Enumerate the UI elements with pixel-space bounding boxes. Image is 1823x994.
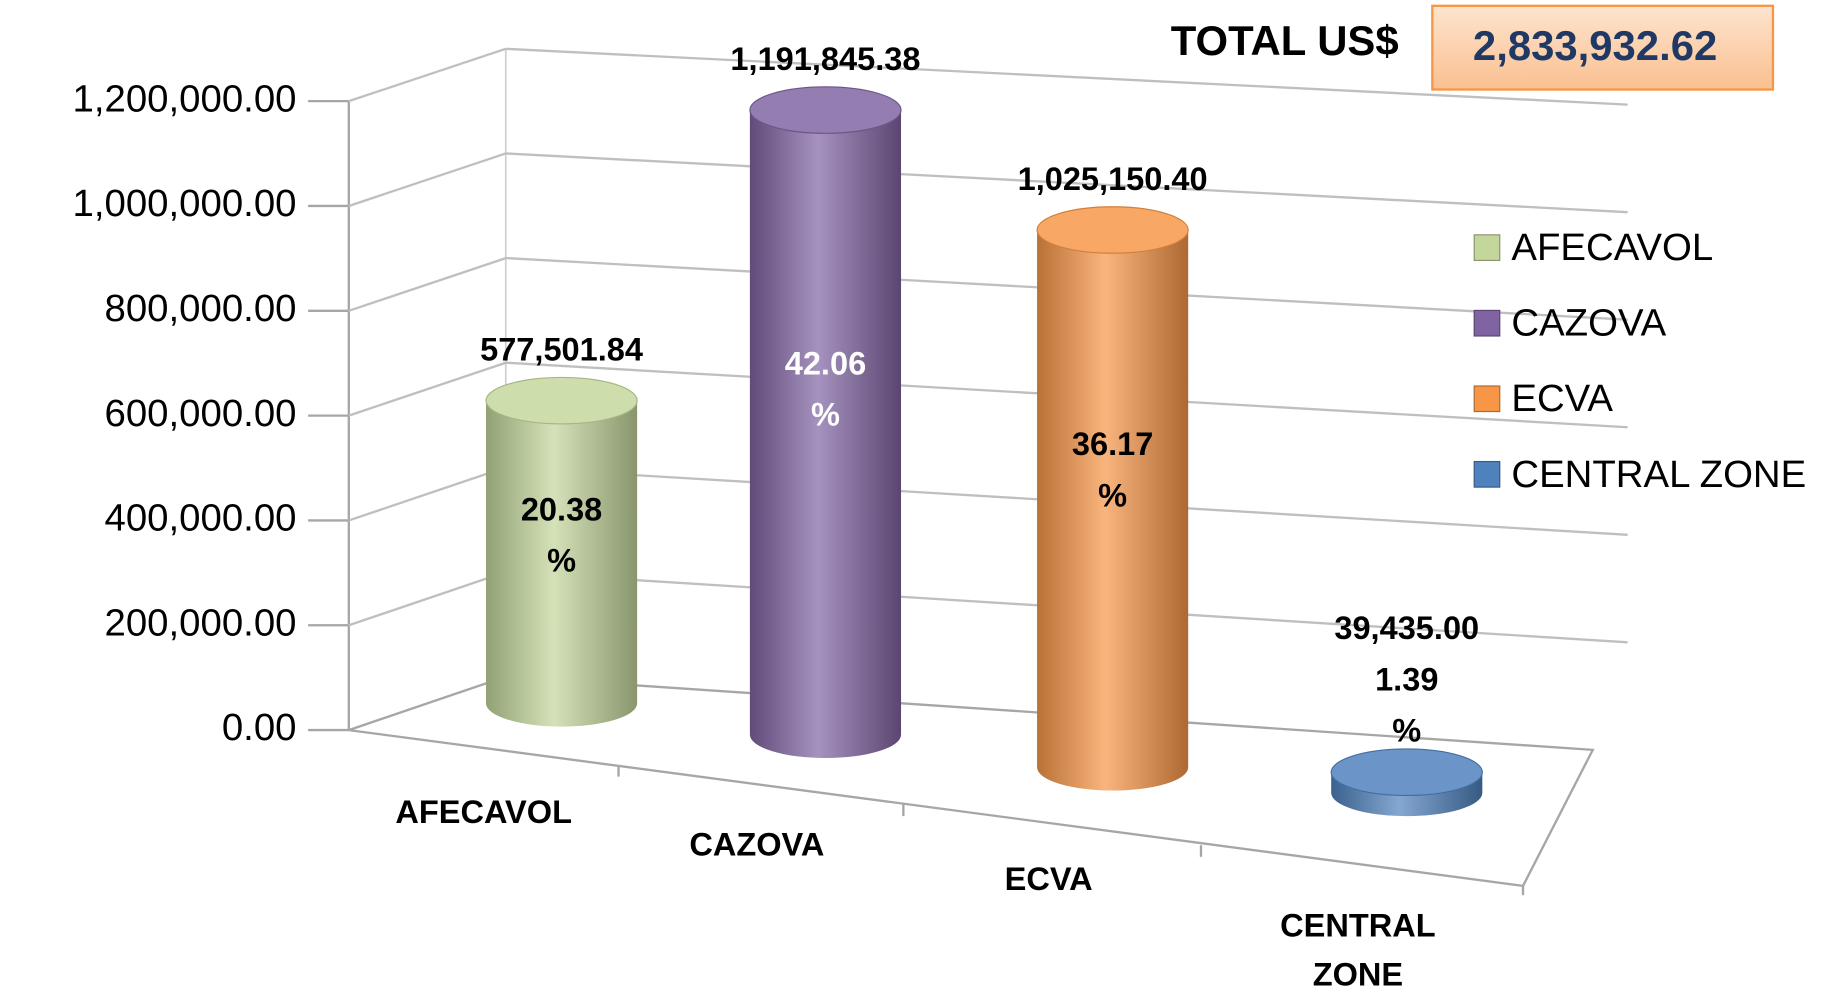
cylinder-body: [485, 400, 638, 727]
legend-swatch: [1473, 234, 1501, 261]
grid-line: [348, 466, 507, 522]
x-tick-label: ECVA: [1005, 861, 1093, 897]
legend-label: CENTRAL ZONE: [1511, 453, 1806, 496]
total-value: 2,833,932.62: [1473, 22, 1717, 69]
grid-line: [348, 256, 507, 312]
grid-line: [505, 47, 1628, 106]
cylinder-body: [749, 110, 902, 758]
y-tick-label: 1,000,000.00: [73, 182, 297, 225]
value-label: 1,025,150.40: [1018, 161, 1208, 197]
x-tick-label: CENTRAL ZONE: [1280, 907, 1436, 992]
legend-swatch: [1473, 460, 1501, 488]
grid-line: [348, 361, 507, 417]
legend-label: AFECAVOL: [1511, 226, 1713, 269]
cylinder: [1036, 206, 1189, 791]
cylinder-body: [1037, 229, 1189, 791]
legend-label: ECVA: [1511, 377, 1613, 420]
y-tick-label: 1,200,000.00: [73, 77, 297, 120]
grid-line: [348, 47, 507, 103]
y-tick-label: 400,000.00: [105, 497, 297, 540]
grid-line: [505, 152, 1628, 214]
total-title: TOTAL US$: [1171, 17, 1399, 64]
cylinder: [1330, 748, 1483, 817]
grid-line: [348, 570, 507, 627]
x-tick-label: AFECAVOL: [395, 793, 572, 829]
floor: [348, 675, 1595, 888]
legend-label: CAZOVA: [1511, 302, 1666, 345]
y-tick-label: 0.00: [222, 706, 297, 749]
value-label: 577,501.84: [480, 331, 643, 367]
value-label: 1,191,845.38: [730, 41, 920, 77]
y-tick-label: 600,000.00: [105, 392, 297, 435]
percent-label: 20.38%: [521, 491, 602, 578]
cylinder-top: [1330, 748, 1483, 797]
percent-label: 42.06%: [785, 345, 866, 432]
cylinder-top: [485, 376, 638, 425]
percent-label: 1.39%: [1375, 661, 1438, 748]
total-box: [1431, 4, 1775, 91]
x-tick-label: CAZOVA: [689, 826, 824, 862]
value-label: 39,435.00: [1334, 610, 1479, 646]
cylinder: [485, 376, 638, 727]
grid-line: [348, 152, 507, 208]
cylinder-top: [1036, 206, 1189, 254]
percent-label: 36.17%: [1072, 426, 1153, 513]
legend-swatch: [1473, 309, 1501, 337]
y-tick-label: 800,000.00: [105, 287, 297, 330]
legend-swatch: [1473, 385, 1501, 413]
y-tick-label: 200,000.00: [105, 601, 297, 644]
cylinder: [749, 86, 902, 758]
cylinder-top: [749, 86, 902, 134]
